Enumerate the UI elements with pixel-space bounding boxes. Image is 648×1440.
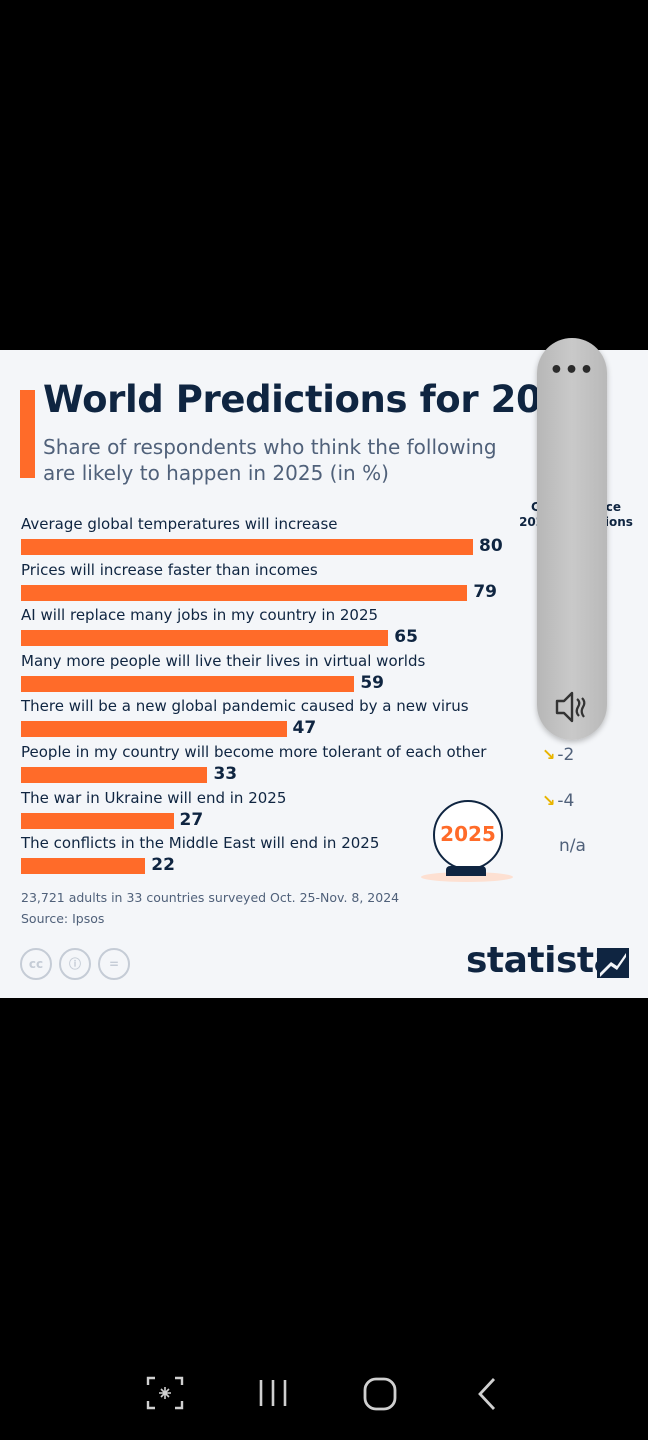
statista-logo-text: statista [466, 940, 618, 981]
chart-subtitle: Share of respondents who think the follo… [43, 435, 497, 485]
title-accent-bar [20, 390, 35, 478]
bar-value-label: 33 [213, 764, 238, 784]
change-text: n/a [559, 836, 586, 857]
bar-value-label: 59 [360, 672, 385, 693]
bar [21, 539, 473, 555]
survey-note: 23,721 adults in 33 countries surveyed O… [21, 890, 400, 905]
chart-title: World Predictions for 2025 [43, 378, 593, 421]
row-label: AI will replace many jobs in my country … [21, 606, 379, 625]
android-navigation-bar [0, 1350, 648, 1440]
home-icon[interactable] [362, 1376, 398, 1412]
speaker-mute-icon[interactable] [553, 688, 591, 726]
screenshot-capture-icon[interactable] [146, 1376, 184, 1410]
bar-value-label: 27 [179, 809, 204, 830]
bar [21, 721, 287, 738]
row-label: There will be a new global pandemic caus… [21, 697, 469, 716]
crystal-ball-2025-illustration: 2025 [421, 800, 515, 884]
change-value: ↘ -4 [542, 791, 606, 811]
change-value: ↘ -2 [542, 745, 606, 765]
bar [21, 675, 355, 692]
down-arrow-icon: ↘ [542, 745, 556, 764]
bar-value-label: 47 [292, 718, 317, 739]
statista-logo-icon [597, 948, 629, 978]
bar [21, 858, 146, 875]
row-label: Average global temperatures will increas… [21, 515, 338, 533]
bar-value-label: 22 [151, 855, 175, 876]
change-value: n/a [559, 836, 623, 856]
bar [21, 767, 208, 783]
bar-value-label: 65 [394, 627, 418, 648]
bar-value-label: 80 [479, 536, 503, 556]
bar [21, 812, 174, 829]
bar [21, 630, 389, 647]
volume-panel[interactable]: ••• [537, 338, 607, 740]
row-label: The war in Ukraine will end in 2025 [21, 788, 287, 807]
recent-apps-icon[interactable] [256, 1376, 290, 1410]
more-dots-icon[interactable]: ••• [549, 358, 595, 383]
change-text: -2 [557, 745, 575, 765]
row-label: The conflicts in the Middle East will en… [21, 834, 380, 853]
down-arrow-icon: ↘ [542, 790, 556, 810]
bar-value-label: 79 [473, 581, 498, 602]
back-icon[interactable] [474, 1376, 502, 1412]
row-label: Many more people will live their lives i… [21, 651, 426, 670]
no-derivatives-icon: = [98, 948, 130, 980]
bar [21, 584, 468, 601]
row-label: Prices will increase faster than incomes [21, 560, 318, 579]
change-text: -4 [557, 790, 575, 811]
badge-year: 2025 [440, 822, 496, 846]
attribution-icon: ⓘ [59, 948, 91, 980]
source-note: Source: Ipsos [21, 911, 105, 926]
row-label: People in my country will become more to… [21, 743, 487, 761]
creative-commons-icon: cc [20, 948, 52, 980]
